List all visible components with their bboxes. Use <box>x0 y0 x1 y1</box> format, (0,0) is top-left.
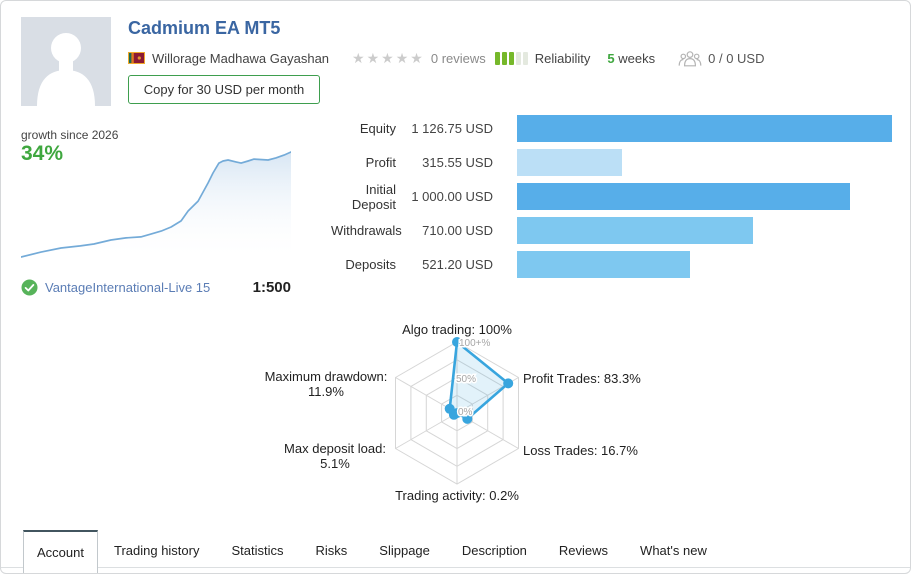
balance-bar <box>517 183 850 210</box>
tab-description[interactable]: Description <box>461 543 527 558</box>
reliability-bar <box>515 51 521 65</box>
balance-bar <box>517 149 623 176</box>
growth-chart <box>21 151 291 261</box>
radar-data-point <box>503 378 514 389</box>
star-icon: ★ <box>352 50 367 66</box>
reliability-label: Reliability <box>534 50 591 66</box>
reliability-bar <box>494 51 500 65</box>
reliability-meter-icon <box>494 51 528 65</box>
weeks-label: weeks <box>618 50 656 66</box>
star-icon: ★ <box>381 50 396 66</box>
rating-stars: ★★★★★ <box>352 51 425 65</box>
balance-row-equity: Equity 1 126.75 USD <box>331 115 892 142</box>
balance-row-deposits: Deposits 521.20 USD <box>331 251 892 278</box>
radar-label-profit-trades: Profit Trades: 83.3% <box>523 371 641 386</box>
tab-trading-history[interactable]: Trading history <box>113 543 200 558</box>
growth-percent-value: 34% <box>21 142 64 165</box>
sri-lanka-flag-icon <box>128 52 145 64</box>
balance-row-withdrawals: Withdrawals 710.00 USD <box>331 217 892 244</box>
balance-label: Withdrawals <box>331 223 402 238</box>
radar-ring-label: 0% <box>458 407 473 418</box>
balance-value: 521.20 USD <box>422 257 493 272</box>
radar-grid-spoke <box>395 412 458 449</box>
star-icon: ★ <box>410 50 425 66</box>
growth-since-label: growth since 2026 <box>21 128 119 142</box>
tab-account[interactable]: Account <box>23 530 98 573</box>
signal-age: 5 weeks <box>607 51 655 66</box>
verified-badge-icon <box>21 279 38 296</box>
balance-value: 1 126.75 USD <box>411 121 493 136</box>
radar-label-max-deposit-load: Max deposit load: 5.1% <box>284 441 386 471</box>
radar-ring-label: 50% <box>456 374 476 385</box>
radar-label-algo-trading: Algo trading: 100% <box>402 322 512 337</box>
radar-ring-label: 100+% <box>459 338 491 349</box>
balance-label: Deposits <box>345 257 396 272</box>
balance-bar-track <box>517 183 892 210</box>
avatar-silhouette-icon <box>21 17 111 106</box>
balance-value: 1 000.00 USD <box>411 189 493 204</box>
radar-chart: 100+% 50% 0% <box>395 337 519 485</box>
balance-label: Initial Deposit <box>351 181 396 212</box>
page-title: Cadmium EA MT5 <box>128 18 281 38</box>
balance-bar-track <box>517 115 892 142</box>
balance-value: 710.00 USD <box>422 223 493 238</box>
radar-label-maximum-drawdown: Maximum drawdown: 11.9% <box>264 369 388 399</box>
growth-line <box>21 151 291 258</box>
radar-data-point <box>452 337 462 347</box>
tab-reviews[interactable]: Reviews <box>558 543 609 558</box>
balance-row-profit: Profit 315.55 USD <box>331 149 892 176</box>
author-name[interactable]: Willorage Madhawa Gayashan <box>152 50 330 66</box>
tab-risks[interactable]: Risks <box>315 543 348 558</box>
balance-bar-track <box>517 217 892 244</box>
tab-statistics[interactable]: Statistics <box>231 543 284 558</box>
reliability-bar <box>508 51 514 65</box>
weeks-value: 5 <box>607 50 615 66</box>
radar-data-point <box>462 413 473 424</box>
radar-data-point <box>444 403 455 414</box>
reliability-bar <box>522 51 528 65</box>
balance-bar-track <box>517 251 892 278</box>
balance-row-initial-deposit: Initial Deposit 1 000.00 USD <box>331 181 892 212</box>
reviews-count[interactable]: 0 reviews <box>430 50 486 66</box>
balance-label: Equity <box>359 121 396 136</box>
avatar[interactable] <box>21 17 111 106</box>
subscribers-icon <box>678 50 702 67</box>
server-row: VantageInternational-Live 15 1:500 <box>21 279 291 296</box>
balance-bar <box>517 251 691 278</box>
radar-label-loss-trades: Loss Trades: 16.7% <box>523 443 638 458</box>
balance-bar-track <box>517 149 892 176</box>
copy-signal-button[interactable]: Copy for 30 USD per month <box>128 75 320 104</box>
subscribers-value: 0 / 0 USD <box>708 50 765 66</box>
star-icon: ★ <box>395 50 411 66</box>
balance-bar-chart: Equity 1 126.75 USD Profit 315.55 USD Initia… <box>331 115 892 285</box>
server-name[interactable]: VantageInternational-Live 15 <box>45 280 211 295</box>
page-tabs: Account Trading history Statistics Risks Sli… <box>1 530 910 573</box>
growth-area <box>21 152 291 261</box>
tab-what-s-new[interactable]: What's new <box>640 543 707 558</box>
trade-statistics-radar: 100+% 50% 0% Algo trading: 100% Profit Trad… <box>1 316 910 511</box>
balance-bar <box>517 217 754 244</box>
reliability-bar <box>501 51 507 65</box>
balance-label: Profit <box>365 155 396 170</box>
tab-slippage[interactable]: Slippage <box>379 543 430 558</box>
leverage-value: 1:500 <box>252 279 291 296</box>
radar-label-trading-activity: Trading activity: 0.2% <box>395 488 519 503</box>
star-icon: ★ <box>366 50 382 66</box>
header-meta-row: Willorage Madhawa Gayashan ★★★★★ 0 revie… <box>128 48 765 68</box>
balance-value: 315.55 USD <box>422 155 493 170</box>
balance-bar <box>517 115 892 142</box>
